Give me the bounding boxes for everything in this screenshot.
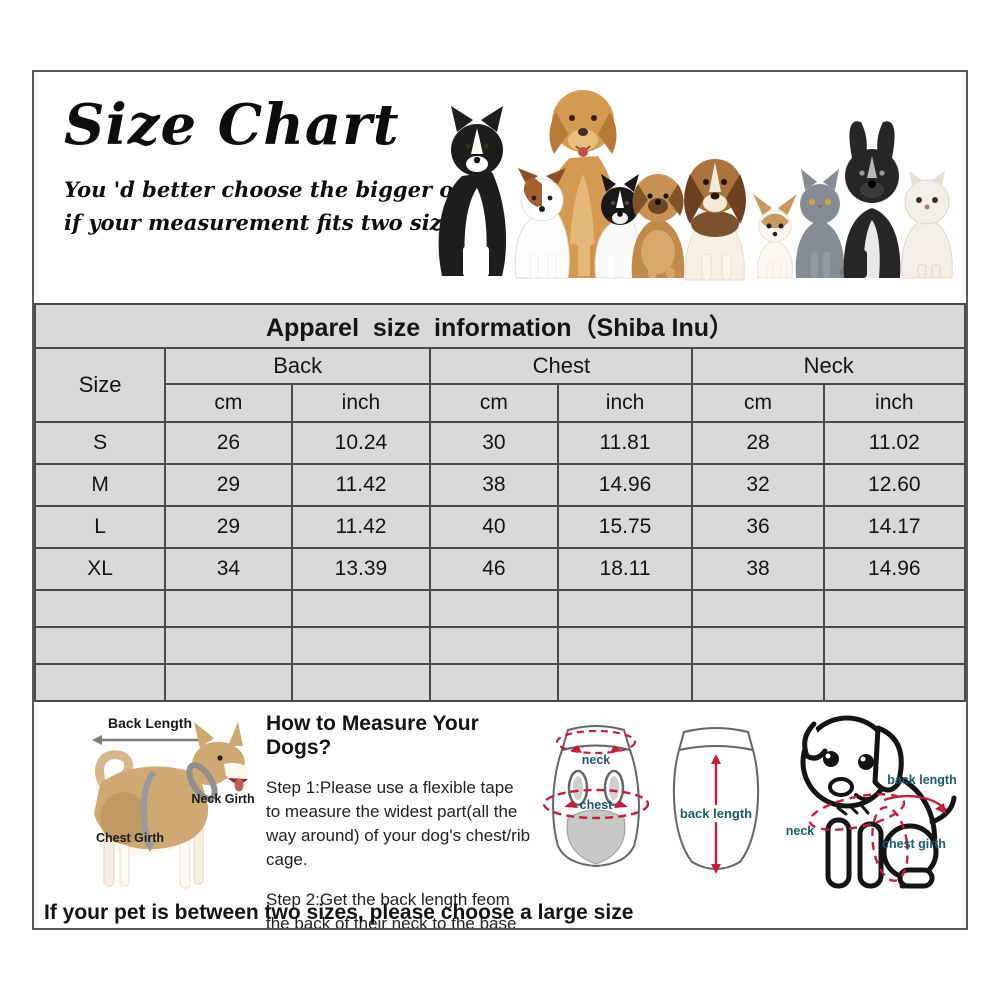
chest-girth-label: Chest Girth [96,831,164,845]
unit-header: cm [691,383,825,423]
subtitle-line-2: if your measurement fits two sizes . [64,209,482,235]
size-cell: XL [34,547,167,591]
table-row-xl: XL 34 13.39 46 18.11 38 14.96 [34,547,966,591]
size-cell: S [34,421,167,465]
measure-step-1: Step 1:Please use a flexible tape to mea… [266,778,531,870]
jack-russell-photo [514,168,570,279]
value-cell: 38 [429,463,559,507]
chihuahua-photo [753,194,797,279]
dog-side-view-diagram: Back Length [92,715,255,889]
gray-cat-photo [795,169,855,278]
subtitle-line-1: You 'd better choose the bigger one [64,177,482,202]
puppy-eyes [823,751,874,770]
value-cell: 28 [691,421,825,465]
value-cell: 11.42 [290,463,432,507]
value-cell: 14.96 [822,547,966,591]
puppy-back-length-label: back length [887,773,956,787]
value-cell: 11.02 [822,421,966,465]
puppy-illustration [800,715,957,889]
unit-header: cm [164,383,293,423]
title-block: Size Chart You 'd better choose the bigg… [64,92,482,239]
french-bulldog-photo [843,121,901,278]
pekingese-photo [631,174,685,278]
value-cell: 18.11 [556,547,694,591]
table-title-row: Apparel size information（Shiba Inu） [34,303,966,349]
size-cell: L [34,505,167,549]
garment-chest-label: chest [580,798,613,812]
neck-girth-label: Neck Girth [191,792,254,806]
size-chart-panel: Size Chart You 'd better choose the bigg… [32,70,968,930]
value-cell: 11.42 [290,505,432,549]
unit-header: cm [429,383,559,423]
puppy-measure-lines [808,793,947,882]
value-cell: 34 [164,547,293,591]
garment-neck-label: neck [582,753,611,767]
footer-note: If your pet is between two sizes, please… [44,901,634,924]
unit-header: inch [556,383,694,423]
empty-row [34,663,966,702]
back-group-header: Back [164,347,432,385]
garment-back-length-label: back length [680,806,752,821]
table-units-row: cm inch cm inch cm inch [35,383,966,423]
apparel-size-table: Apparel size information（Shiba Inu） Size… [34,303,966,702]
value-cell: 36 [691,505,825,549]
empty-row [34,626,966,665]
value-cell: 29 [164,505,293,549]
chest-group-header: Chest [429,347,694,385]
unit-header: inch [822,383,966,423]
header-section: Size Chart You 'd better choose the bigg… [34,72,966,303]
value-cell: 13.39 [290,547,432,591]
back-length-arrow [92,735,212,745]
value-cell: 15.75 [556,505,694,549]
value-cell: 46 [429,547,559,591]
puppy-chest-girth-label: chest girth [882,837,946,851]
pets-group-photo [438,90,953,281]
value-cell: 30 [429,421,559,465]
puppy-cartoon-diagram: back length neck chest girth [786,715,957,889]
garment-measure-diagram: neck chest back length [542,725,760,874]
garment-front-view [542,725,650,868]
value-cell: 11.81 [556,421,694,465]
border-collie-photo [438,106,507,277]
value-cell: 10.24 [290,421,432,465]
table-row-m: M 29 11.42 38 14.96 32 12.60 [34,463,966,507]
neck-group-header: Neck [691,347,966,385]
size-column-header: Size [34,347,167,423]
unit-header: inch [290,383,432,423]
empty-row [34,589,966,628]
measure-step-2: Step 2:Get the back length feom the back… [266,889,517,930]
measure-heading: How to Measure Your Dogs? [266,712,479,759]
size-cell: M [34,463,167,507]
value-cell: 14.96 [556,463,694,507]
garment-back-view [672,727,760,874]
beagle-photo [684,159,746,281]
value-cell: 26 [164,421,293,465]
value-cell: 12.60 [822,463,966,507]
value-cell: 29 [164,463,293,507]
value-cell: 32 [691,463,825,507]
value-cell: 38 [691,547,825,591]
value-cell: 40 [429,505,559,549]
measure-instructions: How to Measure Your Dogs? Step 1:Please … [266,712,532,930]
subtitle: You 'd better choose the bigger one if y… [64,174,482,239]
table-row-l: L 29 11.42 40 15.75 36 14.17 [34,505,966,549]
dog-side-illustration [94,722,250,889]
table-row-s: S 26 10.24 30 11.81 28 11.02 [34,421,966,465]
puppy-neck-label: neck [786,824,815,838]
page-title: Size Chart [64,92,400,158]
how-to-measure-section: Back Length [34,702,966,928]
back-length-label: Back Length [108,715,192,731]
table-group-header-row: Size Back Chest Neck [34,347,966,423]
table-title: Apparel size information（Shiba Inu） [34,303,966,349]
value-cell: 14.17 [822,505,966,549]
persian-cat-photo [901,171,953,279]
